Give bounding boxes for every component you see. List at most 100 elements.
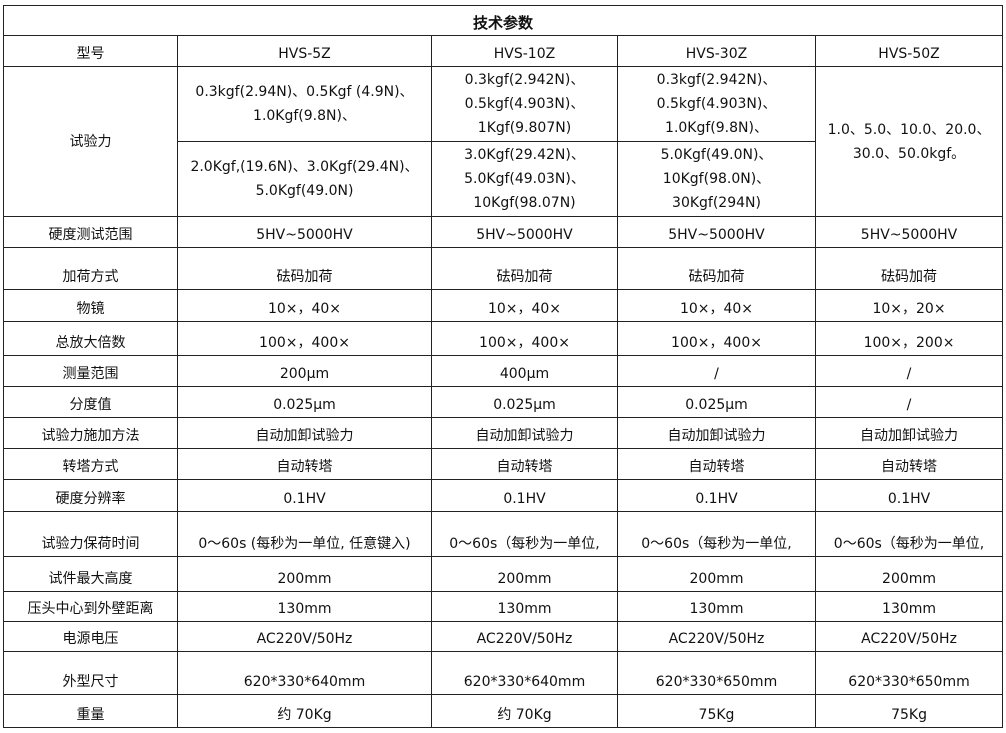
force-line: 30.0、50.0kgf。 <box>852 145 966 162</box>
test-force-label: 试验力 <box>3 66 178 217</box>
model-hvs-30z: HVS-30Z <box>617 35 816 67</box>
row-value: 约 70Kg <box>177 694 432 728</box>
table-row: 总放大倍数 100×，400× 100×，400× 100×，400× 100×，200… <box>3 321 1004 356</box>
force-line: 1Kgf(9.807N) <box>477 120 572 136</box>
test-force-row-lower: 2.0Kgf,(19.6N)、3.0Kgf(29.4N)、 5.0Kgf(49.0… <box>4 141 1003 217</box>
row-value: 0.025μm <box>431 386 618 418</box>
test-force-lower-cell: 2.0Kgf,(19.6N)、3.0Kgf(29.4N)、 5.0Kgf(49.0… <box>177 141 432 217</box>
row-value: 0.1HV <box>814 479 1004 512</box>
model-hvs-10z: HVS-10Z <box>431 35 618 67</box>
row-value: AC220V/50Hz <box>177 621 432 652</box>
row-value: 自动转塔 <box>177 448 432 480</box>
test-force-row-upper: 试验力 0.3kgf(2.94N)、0.5Kgf (4.9N)、 1.0Kgf(9.… <box>3 66 1004 217</box>
row-value: 100×，400× <box>617 321 816 356</box>
test-force-lower-cell: 3.0Kgf(29.42N)、 5.0Kgf(49.03N)、 10Kgf(98.0… <box>431 141 618 217</box>
row-value: 砝码加荷 <box>814 247 1004 290</box>
force-line: 10Kgf(98.07N) <box>473 195 576 211</box>
row-label: 总放大倍数 <box>3 321 178 356</box>
row-value: 自动加卸试验力 <box>617 417 816 449</box>
row-label: 试验力保荷时间 <box>3 511 178 557</box>
test-force-upper-cell: 0.3kgf(2.942N)、 0.5kgf(4.903N)、 1Kgf(9.807… <box>431 66 618 142</box>
force-line: 0.3kgf(2.942N)、 <box>464 72 585 88</box>
force-line: 0.5kgf(4.903N)、 <box>656 96 777 112</box>
table-row: 分度值 0.025μm 0.025μm 0.025μm / <box>3 386 1004 418</box>
row-label: 物镜 <box>3 289 178 322</box>
row-label: 转塔方式 <box>3 448 178 480</box>
row-value: 0～60s（每秒为一单位, <box>814 511 1004 557</box>
row-value: 75Kg <box>617 694 816 728</box>
row-value: 自动加卸试验力 <box>177 417 432 449</box>
row-value: 0.025μm <box>177 386 432 418</box>
force-line: 3.0Kgf(29.42N)、 <box>464 147 585 163</box>
row-value: 0.025μm <box>617 386 816 418</box>
row-value: 400μm <box>431 355 618 387</box>
force-line: 0.3kgf(2.94N)、0.5Kgf (4.9N)、 <box>195 84 414 100</box>
table-title: 技术参数 <box>2 5 1004 36</box>
row-value: 5HV~5000HV <box>177 216 432 248</box>
table-row: 硬度测试范围 5HV~5000HV 5HV~5000HV 5HV~5000HV 5HV~… <box>3 216 1004 248</box>
row-value: 620*330*650mm <box>814 651 1004 695</box>
force-line: 30Kgf(294N) <box>672 195 761 211</box>
row-value: 自动转塔 <box>617 448 816 480</box>
force-line: 1.0Kgf(9.8N)、 <box>665 120 768 136</box>
row-value: 砝码加荷 <box>177 247 432 290</box>
row-label: 外型尺寸 <box>3 651 178 695</box>
row-value: 5HV~5000HV <box>814 216 1004 248</box>
test-force-lower-cell: 5.0Kgf(49.0N)、 10Kgf(98.0N)、 30Kgf(294N) <box>617 141 816 217</box>
force-line: 10Kgf(98.0N)、 <box>662 171 771 187</box>
row-value: 0.1HV <box>177 479 432 512</box>
row-label: 测量范围 <box>3 355 178 387</box>
row-label: 试件最大高度 <box>3 556 178 592</box>
model-label: 型号 <box>3 35 178 67</box>
row-value: 10×，40× <box>617 289 816 322</box>
row-value: 200μm <box>177 355 432 387</box>
row-label: 硬度测试范围 <box>3 216 178 248</box>
row-value: 0～60s (每秒为一单位, 任意键入) <box>177 511 432 557</box>
row-label: 重量 <box>3 694 178 728</box>
row-value: 0～60s（每秒为一单位, <box>617 511 816 557</box>
force-line: 5.0Kgf(49.0N)、 <box>660 147 773 163</box>
row-label: 压头中心到外壁距离 <box>3 591 178 622</box>
table-row: 硬度分辨率 0.1HV 0.1HV 0.1HV 0.1HV <box>3 479 1004 512</box>
row-label: 电源电压 <box>3 621 178 652</box>
row-value: 10×，40× <box>177 289 432 322</box>
row-value: 10×，20× <box>814 289 1004 322</box>
row-value: 100×，400× <box>431 321 618 356</box>
row-value: AC220V/50Hz <box>617 621 816 652</box>
row-value: 自动加卸试验力 <box>431 417 618 449</box>
row-value: 砝码加荷 <box>431 247 618 290</box>
row-value: 砝码加荷 <box>617 247 816 290</box>
force-line: 0.5kgf(4.903N)、 <box>464 96 585 112</box>
table-row: 试件最大高度 200mm 200mm 200mm 200mm <box>3 556 1004 592</box>
row-value: 5HV~5000HV <box>617 216 816 248</box>
row-value: 约 70Kg <box>431 694 618 728</box>
row-value: 自动加卸试验力 <box>814 417 1004 449</box>
row-label: 加荷方式 <box>3 247 178 290</box>
table-row: 加荷方式 砝码加荷 砝码加荷 砝码加荷 砝码加荷 <box>3 247 1004 290</box>
row-value: 200mm <box>431 556 618 592</box>
table-row: 物镜 10×，40× 10×，40× 10×，40× 10×，20× <box>3 289 1004 322</box>
row-label: 硬度分辨率 <box>3 479 178 512</box>
row-label: 试验力施加方法 <box>3 417 178 449</box>
force-line: 0.3kgf(2.942N)、 <box>656 72 777 88</box>
spec-table: 技术参数 型号 HVS-5Z HVS-10Z HVS-30Z HVS-50Z 试… <box>2 5 1004 728</box>
test-force-upper-cell: 0.3kgf(2.942N)、 0.5kgf(4.903N)、 1.0Kgf(9.8… <box>617 66 816 142</box>
row-value: 75Kg <box>814 694 1004 728</box>
force-line: 1.0Kgf(9.8N)、 <box>253 108 356 124</box>
force-line: 5.0Kgf(49.03N)、 <box>464 171 585 187</box>
row-value: 620*330*650mm <box>617 651 816 695</box>
row-label: 分度值 <box>3 386 178 418</box>
row-value: AC220V/50Hz <box>814 621 1004 652</box>
test-force-hvs50-cell: 1.0、5.0、10.0、20.0、 30.0、50.0kgf。 <box>814 66 1004 217</box>
table-row: 外型尺寸 620*330*640mm 620*330*640mm 620*330*65… <box>3 651 1004 695</box>
row-value: / <box>814 355 1004 387</box>
model-hvs-50z: HVS-50Z <box>814 35 1004 67</box>
table-row: 电源电压 AC220V/50Hz AC220V/50Hz AC220V/50Hz AC2… <box>3 621 1004 652</box>
row-value: 0.1HV <box>431 479 618 512</box>
row-value: / <box>617 355 816 387</box>
row-value: 620*330*640mm <box>431 651 618 695</box>
row-value: 130mm <box>177 591 432 622</box>
test-force-upper-cell: 0.3kgf(2.94N)、0.5Kgf (4.9N)、 1.0Kgf(9.8N)… <box>177 66 432 142</box>
row-value: 130mm <box>617 591 816 622</box>
row-value: 200mm <box>814 556 1004 592</box>
